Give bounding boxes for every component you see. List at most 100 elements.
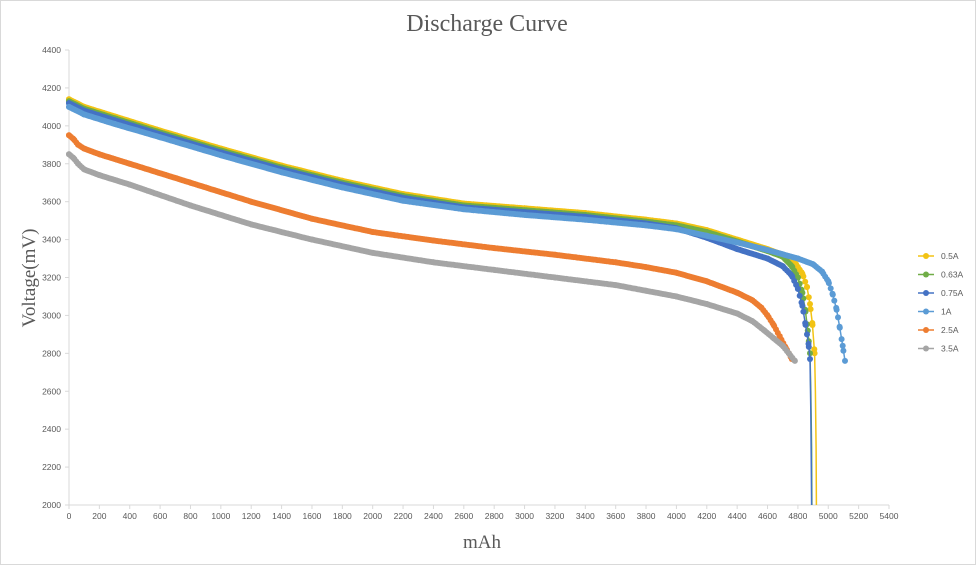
legend-marker <box>923 271 929 278</box>
y-axis-title: Voltage(mV) <box>19 229 40 328</box>
data-point <box>70 136 77 143</box>
data-point <box>400 197 407 204</box>
data-point <box>339 184 346 191</box>
x-tick-label: 4400 <box>728 511 747 521</box>
data-point <box>804 331 810 338</box>
y-tick-label: 3400 <box>42 235 61 245</box>
data-point <box>369 249 376 256</box>
data-point <box>779 263 786 270</box>
legend-marker <box>923 327 929 333</box>
data-point <box>831 297 838 304</box>
data-point <box>369 229 376 235</box>
legend-marker <box>923 308 929 315</box>
data-point <box>794 255 801 262</box>
data-point <box>829 291 836 298</box>
x-tick-label: 2600 <box>454 511 473 521</box>
data-point <box>612 282 619 289</box>
legend-marker <box>923 290 929 296</box>
data-point <box>81 145 88 152</box>
data-point <box>75 160 82 167</box>
data-point <box>802 278 809 285</box>
x-tick-label: 400 <box>123 511 137 521</box>
data-point <box>612 259 619 266</box>
data-point <box>309 236 315 243</box>
data-point <box>802 321 809 328</box>
legend-item: 2.5A <box>918 325 959 335</box>
data-point <box>491 266 498 273</box>
x-tick-label: 3600 <box>606 511 625 521</box>
data-point <box>96 151 103 158</box>
data-point <box>764 312 771 319</box>
data-point <box>770 321 777 328</box>
data-point <box>96 172 103 179</box>
data-point <box>187 179 194 186</box>
data-point <box>70 155 77 162</box>
data-point <box>673 269 680 276</box>
chart-title: Discharge Curve <box>406 11 568 37</box>
axes: 0 200 400 600 800 1000 1200 1400 1600 1800 2000 220… <box>42 45 899 521</box>
data-point <box>839 342 846 349</box>
data-point <box>491 245 498 252</box>
data-point <box>842 357 848 364</box>
plot-area <box>66 96 848 506</box>
series-1a <box>66 103 848 364</box>
y-tick-label: 3600 <box>42 197 61 207</box>
data-point <box>800 308 807 315</box>
legend-label: 1A <box>941 307 952 317</box>
legend-label: 0.63A <box>941 270 964 280</box>
x-tick-label: 3000 <box>515 511 534 521</box>
data-point <box>794 285 801 292</box>
data-point <box>827 285 834 292</box>
data-point <box>810 261 817 268</box>
data-point <box>460 206 467 213</box>
data-point <box>788 263 795 270</box>
data-point <box>796 292 803 299</box>
x-tick-label: 2400 <box>424 511 443 521</box>
data-point <box>643 222 649 229</box>
x-tick-label: 4000 <box>667 511 686 521</box>
legend-item: 1A <box>918 307 952 317</box>
data-point <box>551 274 558 281</box>
data-point <box>805 340 812 347</box>
data-point <box>734 289 741 296</box>
y-tick-label: 4400 <box>42 45 61 55</box>
x-tick-label: 4600 <box>758 511 777 521</box>
data-point <box>521 211 528 218</box>
data-point <box>111 120 118 127</box>
legend-item: 0.5A <box>918 251 959 261</box>
x-tick-label: 5400 <box>880 511 899 521</box>
x-tick-label: 5200 <box>849 511 868 521</box>
y-tick-label: 2200 <box>42 462 61 472</box>
legend-marker <box>923 253 929 259</box>
data-point <box>807 306 814 313</box>
data-point <box>805 294 812 301</box>
y-tick-label: 3000 <box>42 310 61 320</box>
data-point <box>66 151 72 158</box>
x-tick-label: 1800 <box>333 511 352 521</box>
x-tick-label: 3200 <box>545 511 564 521</box>
data-point <box>430 237 437 244</box>
x-tick-label: 5000 <box>819 511 838 521</box>
data-point <box>791 357 798 364</box>
data-point <box>703 278 710 285</box>
data-point <box>126 160 133 167</box>
y-tick-label: 2800 <box>42 348 61 358</box>
data-point <box>758 304 765 311</box>
legend-label: 3.5A <box>941 344 959 354</box>
data-point <box>703 301 710 307</box>
data-point <box>81 111 88 118</box>
data-point <box>785 350 792 357</box>
data-point <box>673 226 680 233</box>
legend-label: 2.5A <box>941 325 959 335</box>
data-point <box>673 293 680 300</box>
y-tick-label: 4200 <box>42 83 61 93</box>
data-point <box>66 132 72 139</box>
data-point <box>799 270 806 277</box>
data-point <box>187 202 194 209</box>
y-tick-label: 3800 <box>42 159 61 169</box>
x-tick-label: 1200 <box>242 511 261 521</box>
data-point <box>749 318 756 325</box>
data-point <box>551 251 558 258</box>
x-tick-label: 2800 <box>485 511 504 521</box>
